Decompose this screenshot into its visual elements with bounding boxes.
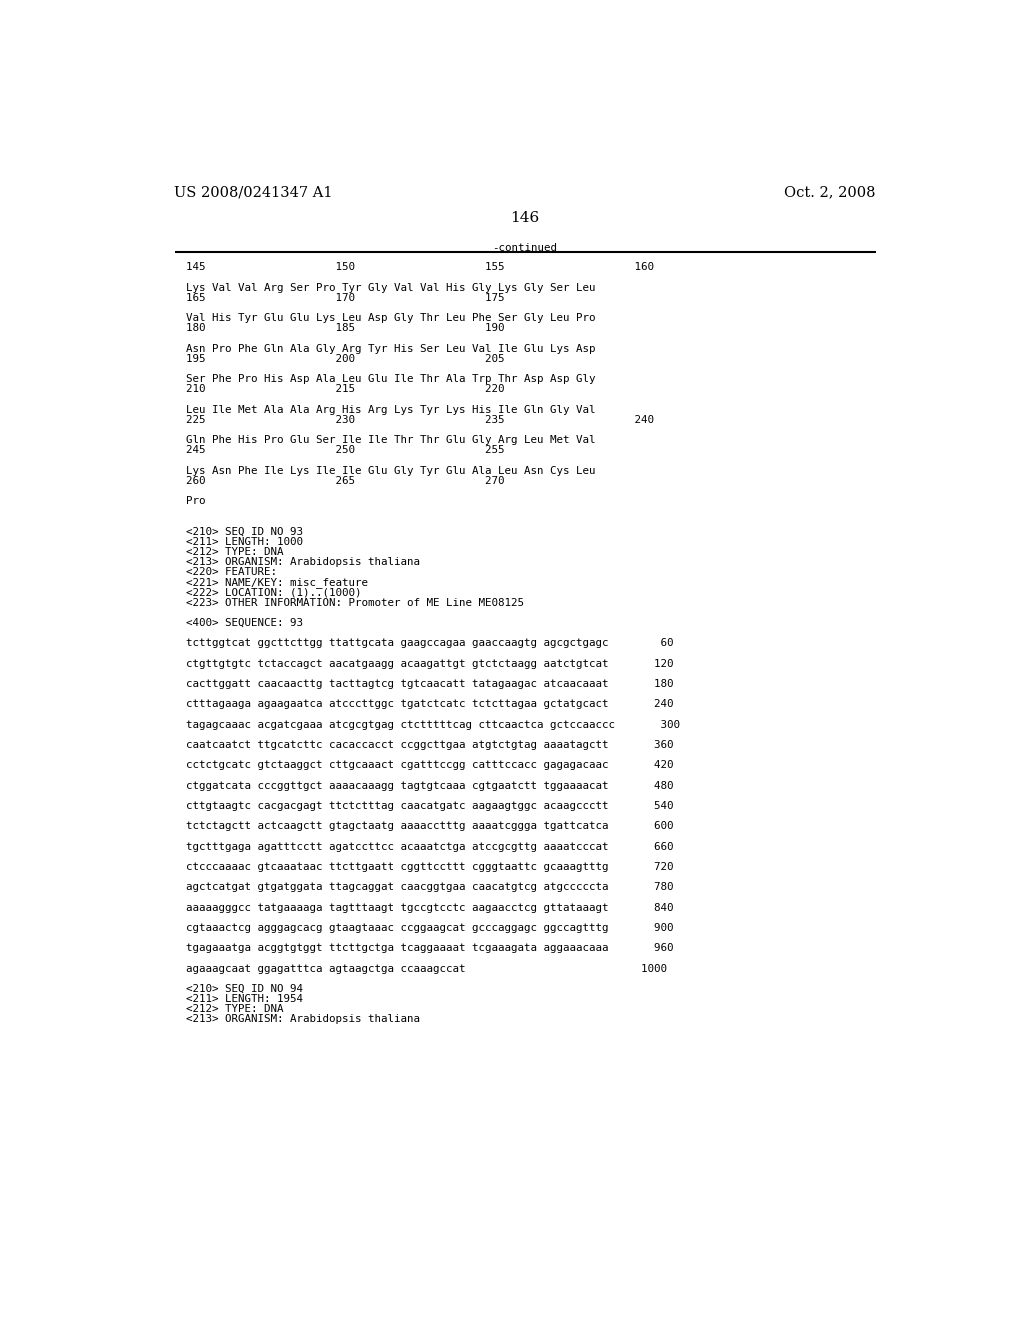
Text: agctcatgat gtgatggata ttagcaggat caacggtgaa caacatgtcg atgcccccta       780: agctcatgat gtgatggata ttagcaggat caacggt… <box>186 882 674 892</box>
Text: 225                    230                    235                    240: 225 230 235 240 <box>186 414 654 425</box>
Text: ctttagaaga agaagaatca atcccttggc tgatctcatc tctcttagaa gctatgcact       240: ctttagaaga agaagaatca atcccttggc tgatctc… <box>186 700 674 709</box>
Text: <213> ORGANISM: Arabidopsis thaliana: <213> ORGANISM: Arabidopsis thaliana <box>186 557 420 568</box>
Text: <210> SEQ ID NO 94: <210> SEQ ID NO 94 <box>186 983 303 994</box>
Text: <212> TYPE: DNA: <212> TYPE: DNA <box>186 1005 284 1014</box>
Text: cctctgcatc gtctaaggct cttgcaaact cgatttccgg catttccacc gagagacaac       420: cctctgcatc gtctaaggct cttgcaaact cgatttc… <box>186 760 674 771</box>
Text: aaaaagggcc tatgaaaaga tagtttaagt tgccgtcctc aagaacctcg gttataaagt       840: aaaaagggcc tatgaaaaga tagtttaagt tgccgtc… <box>186 903 674 912</box>
Text: Oct. 2, 2008: Oct. 2, 2008 <box>784 185 876 199</box>
Text: Leu Ile Met Ala Ala Arg His Arg Lys Tyr Lys His Ile Gln Gly Val: Leu Ile Met Ala Ala Arg His Arg Lys Tyr … <box>186 405 596 414</box>
Text: tgctttgaga agatttcctt agatccttcc acaaatctga atccgcgttg aaaatcccat       660: tgctttgaga agatttcctt agatccttcc acaaatc… <box>186 842 674 851</box>
Text: Val His Tyr Glu Glu Lys Leu Asp Gly Thr Leu Phe Ser Gly Leu Pro: Val His Tyr Glu Glu Lys Leu Asp Gly Thr … <box>186 313 596 323</box>
Text: Gln Phe His Pro Glu Ser Ile Ile Thr Thr Glu Gly Arg Leu Met Val: Gln Phe His Pro Glu Ser Ile Ile Thr Thr … <box>186 436 596 445</box>
Text: tcttggtcat ggcttcttgg ttattgcata gaagccagaa gaaccaagtg agcgctgagc        60: tcttggtcat ggcttcttgg ttattgcata gaagcca… <box>186 639 674 648</box>
Text: cgtaaactcg agggagcacg gtaagtaaac ccggaagcat gcccaggagc ggccagtttg       900: cgtaaactcg agggagcacg gtaagtaaac ccggaag… <box>186 923 674 933</box>
Text: tctctagctt actcaagctt gtagctaatg aaaacctttg aaaatcggga tgattcatca       600: tctctagctt actcaagctt gtagctaatg aaaacct… <box>186 821 674 832</box>
Text: 145                    150                    155                    160: 145 150 155 160 <box>186 263 654 272</box>
Text: <212> TYPE: DNA: <212> TYPE: DNA <box>186 546 284 557</box>
Text: <222> LOCATION: (1)..(1000): <222> LOCATION: (1)..(1000) <box>186 587 361 598</box>
Text: <400> SEQUENCE: 93: <400> SEQUENCE: 93 <box>186 618 303 628</box>
Text: <221> NAME/KEY: misc_feature: <221> NAME/KEY: misc_feature <box>186 577 368 589</box>
Text: <211> LENGTH: 1000: <211> LENGTH: 1000 <box>186 537 303 546</box>
Text: agaaagcaat ggagatttca agtaagctga ccaaagccat                           1000: agaaagcaat ggagatttca agtaagctga ccaaagc… <box>186 964 667 974</box>
Text: Ser Phe Pro His Asp Ala Leu Glu Ile Thr Ala Trp Thr Asp Asp Gly: Ser Phe Pro His Asp Ala Leu Glu Ile Thr … <box>186 374 596 384</box>
Text: tagagcaaac acgatcgaaa atcgcgtgag ctctttttcag cttcaactca gctccaaccc       300: tagagcaaac acgatcgaaa atcgcgtgag ctctttt… <box>186 719 680 730</box>
Text: 165                    170                    175: 165 170 175 <box>186 293 505 302</box>
Text: Pro: Pro <box>186 496 206 506</box>
Text: <220> FEATURE:: <220> FEATURE: <box>186 568 278 577</box>
Text: 180                    185                    190: 180 185 190 <box>186 323 505 334</box>
Text: 245                    250                    255: 245 250 255 <box>186 445 505 455</box>
Text: -continued: -continued <box>493 243 557 253</box>
Text: Asn Pro Phe Gln Ala Gly Arg Tyr His Ser Leu Val Ile Glu Lys Asp: Asn Pro Phe Gln Ala Gly Arg Tyr His Ser … <box>186 343 596 354</box>
Text: ctggatcata cccggttgct aaaacaaagg tagtgtcaaa cgtgaatctt tggaaaacat       480: ctggatcata cccggttgct aaaacaaagg tagtgtc… <box>186 780 674 791</box>
Text: Lys Asn Phe Ile Lys Ile Ile Glu Gly Tyr Glu Ala Leu Asn Cys Leu: Lys Asn Phe Ile Lys Ile Ile Glu Gly Tyr … <box>186 466 596 475</box>
Text: 195                    200                    205: 195 200 205 <box>186 354 505 364</box>
Text: <213> ORGANISM: Arabidopsis thaliana: <213> ORGANISM: Arabidopsis thaliana <box>186 1015 420 1024</box>
Text: ctgttgtgtc tctaccagct aacatgaagg acaagattgt gtctctaagg aatctgtcat       120: ctgttgtgtc tctaccagct aacatgaagg acaagat… <box>186 659 674 669</box>
Text: caatcaatct ttgcatcttc cacaccacct ccggcttgaa atgtctgtag aaaatagctt       360: caatcaatct ttgcatcttc cacaccacct ccggctt… <box>186 741 674 750</box>
Text: 146: 146 <box>510 211 540 224</box>
Text: <211> LENGTH: 1954: <211> LENGTH: 1954 <box>186 994 303 1005</box>
Text: 260                    265                    270: 260 265 270 <box>186 475 505 486</box>
Text: <223> OTHER INFORMATION: Promoter of ME Line ME08125: <223> OTHER INFORMATION: Promoter of ME … <box>186 598 524 607</box>
Text: tgagaaatga acggtgtggt ttcttgctga tcaggaaaat tcgaaagata aggaaacaaa       960: tgagaaatga acggtgtggt ttcttgctga tcaggaa… <box>186 944 674 953</box>
Text: Lys Val Val Arg Ser Pro Tyr Gly Val Val His Gly Lys Gly Ser Leu: Lys Val Val Arg Ser Pro Tyr Gly Val Val … <box>186 282 596 293</box>
Text: ctcccaaaac gtcaaataac ttcttgaatt cggttccttt cgggtaattc gcaaagtttg       720: ctcccaaaac gtcaaataac ttcttgaatt cggttcc… <box>186 862 674 873</box>
Text: 210                    215                    220: 210 215 220 <box>186 384 505 395</box>
Text: US 2008/0241347 A1: US 2008/0241347 A1 <box>174 185 333 199</box>
Text: cttgtaagtc cacgacgagt ttctctttag caacatgatc aagaagtggc acaagccctt       540: cttgtaagtc cacgacgagt ttctctttag caacatg… <box>186 801 674 810</box>
Text: <210> SEQ ID NO 93: <210> SEQ ID NO 93 <box>186 527 303 537</box>
Text: cacttggatt caacaacttg tacttagtcg tgtcaacatt tatagaagac atcaacaaat       180: cacttggatt caacaacttg tacttagtcg tgtcaac… <box>186 678 674 689</box>
